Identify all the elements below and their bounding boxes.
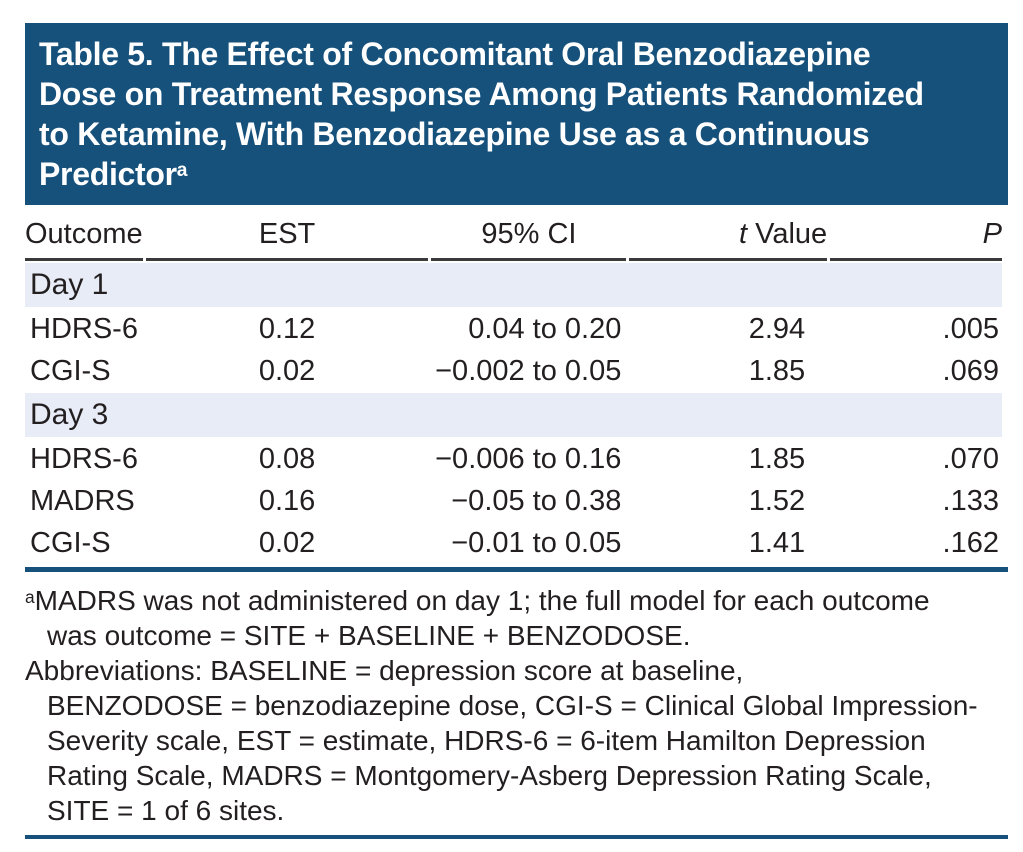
caption-line-4-text: Predictor [39, 156, 177, 192]
cell-ci: −0.002 to 0.05 [435, 355, 622, 387]
cell-est: 0.02 [258, 355, 316, 387]
cell-outcome: MADRS [30, 485, 135, 517]
footnote-text: MADRS was not administered on day 1; the… [34, 585, 930, 616]
footnote-line: Abbreviations: BASELINE = depression sco… [25, 655, 744, 686]
cell-t-value: 1.41 [748, 527, 806, 559]
cell-ci: −0.01 to 0.05 [451, 527, 622, 559]
footnote-line: BENZODOSE = benzodiazepine dose, CGI-S =… [47, 690, 978, 721]
table-bottom-rule [25, 567, 1008, 572]
footnote-line: was outcome = SITE + BASELINE + BENZODOS… [47, 620, 691, 651]
table-row: MADRS 0.16 −0.05 to 0.38 1.52 .133 [25, 481, 1002, 521]
section-header-day3: Day 3 [25, 393, 1002, 437]
caption-footnote-marker: a [176, 160, 188, 181]
cell-est: 0.08 [258, 443, 316, 475]
cell-est: 0.16 [258, 485, 316, 517]
footnote-line: Rating Scale, MADRS = Montgomery-Asberg … [47, 760, 932, 791]
cell-p-value: .069 [942, 355, 999, 387]
page-bottom-rule [25, 835, 1008, 839]
section-header-day1: Day 1 [25, 263, 1002, 307]
caption-line-1: Table 5. The Effect of Concomitant Oral … [39, 36, 871, 72]
t-value-rest: Value [747, 218, 828, 250]
cell-outcome: CGI-S [30, 355, 111, 387]
footnote-line: SITE = 1 of 6 sites. [47, 795, 285, 826]
cell-outcome: HDRS-6 [30, 313, 138, 345]
results-table: Outcome EST 95% CI t Value P Day 1 HDRS-… [22, 216, 1005, 565]
column-header-est: EST [145, 218, 429, 261]
footnote-marker: a [25, 587, 35, 607]
table-caption: Table 5. The Effect of Concomitant Oral … [25, 23, 1008, 205]
caption-line-4: Predictora [39, 154, 994, 194]
column-header-t-value: t Value [629, 218, 828, 261]
cell-outcome: HDRS-6 [30, 443, 138, 475]
header-row: Outcome EST 95% CI t Value P [25, 218, 1002, 261]
cell-t-value: 1.52 [748, 485, 806, 517]
cell-p-value: .133 [942, 485, 999, 517]
footnote-line: aMADRS was not administered on day 1; th… [25, 583, 1008, 618]
cell-p-value: .070 [942, 443, 999, 475]
caption-line-2: Dose on Treatment Response Among Patient… [39, 76, 924, 112]
column-header-p: P [830, 218, 1002, 261]
section-label: Day 1 [25, 263, 1002, 307]
cell-ci: −0.05 to 0.38 [451, 485, 622, 517]
table-row: HDRS-6 0.08 −0.006 to 0.16 1.85 .070 [25, 439, 1002, 479]
cell-est: 0.12 [258, 313, 316, 345]
cell-t-value: 1.85 [748, 443, 806, 475]
column-header-ci: 95% CI [431, 218, 627, 261]
cell-t-value: 2.94 [748, 313, 806, 345]
cell-ci: −0.006 to 0.16 [435, 443, 622, 475]
cell-outcome: CGI-S [30, 527, 111, 559]
cell-p-value: .005 [942, 313, 999, 345]
cell-est: 0.02 [258, 527, 316, 559]
footnote-line: Severity scale, EST = estimate, HDRS-6 =… [47, 725, 926, 756]
t-value-italic-t: t [739, 218, 748, 250]
section-label: Day 3 [25, 393, 1002, 437]
column-header-outcome: Outcome [25, 218, 143, 261]
footnote-section: aMADRS was not administered on day 1; th… [25, 583, 1008, 828]
table-row: CGI-S 0.02 −0.01 to 0.05 1.41 .162 [25, 523, 1002, 563]
cell-ci: 0.04 to 0.20 [468, 313, 622, 345]
cell-t-value: 1.85 [748, 355, 806, 387]
table-row: HDRS-6 0.12 0.04 to 0.20 2.94 .005 [25, 309, 1002, 349]
cell-p-value: .162 [942, 527, 999, 559]
table-row: CGI-S 0.02 −0.002 to 0.05 1.85 .069 [25, 351, 1002, 391]
caption-line-3: to Ketamine, With Benzodiazepine Use as … [39, 116, 870, 152]
